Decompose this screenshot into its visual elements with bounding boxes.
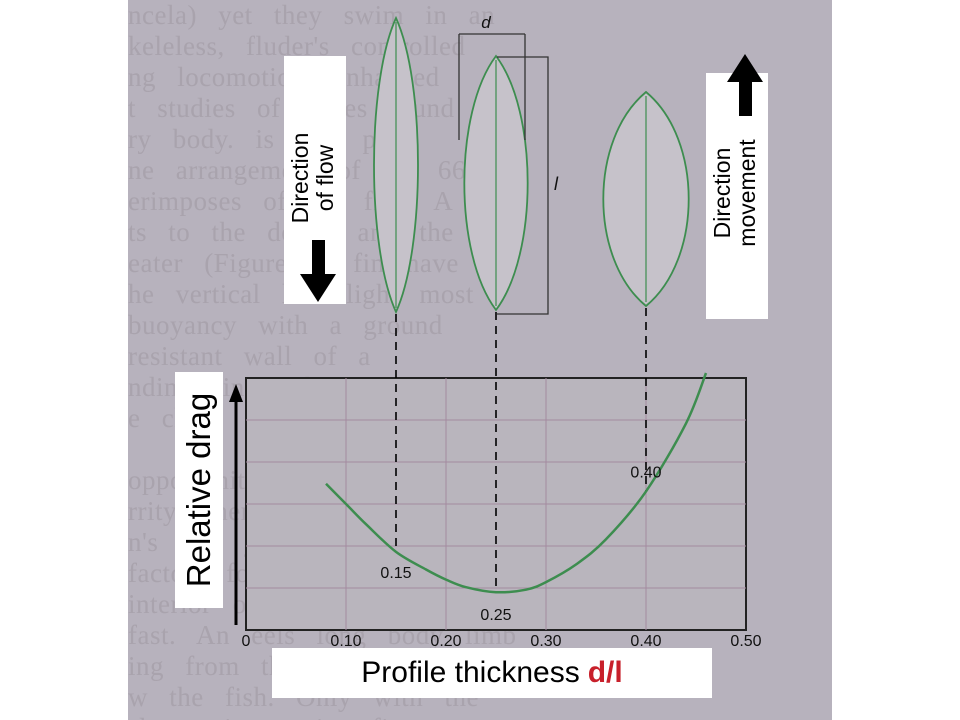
x-tick-label: 0.30 (530, 633, 561, 650)
profile-shapes (373, 15, 690, 315)
x-tick-label: 0.40 (630, 633, 661, 650)
annotations: 0.15 0.25 0.40 (380, 464, 661, 624)
d-bracket (458, 33, 526, 140)
x-tick-label: 0.20 (430, 633, 461, 650)
profile-guide-lines (395, 308, 647, 593)
l-label: l (554, 174, 559, 194)
annotation-label: 0.40 (630, 464, 661, 481)
flow-arrow-icon (300, 240, 336, 302)
x-axis-label: Profile thickness (361, 656, 580, 689)
movement-label-line-1: Direction (709, 147, 735, 239)
x-tick-label: 0.50 (730, 633, 761, 650)
drag-curve (325, 372, 708, 594)
grid (246, 378, 746, 630)
y-axis-arrow (229, 384, 243, 625)
l-bracket (497, 56, 549, 315)
movement-arrow-icon (727, 54, 763, 116)
x-axis-label-box: Profile thickness d/l (272, 648, 712, 698)
x-tick-labels: 0 0.10 0.20 0.30 0.40 0.50 (242, 633, 762, 650)
annotation-label: 0.25 (480, 607, 511, 624)
y-axis-label: Relative drag (180, 392, 217, 588)
annotation-label: 0.15 (380, 565, 411, 582)
d-label: d (481, 13, 491, 32)
movement-label-box (706, 73, 768, 319)
y-axis-label-box (175, 372, 223, 608)
dimension-bracket (458, 33, 549, 315)
x-tick-label: 0 (242, 633, 251, 650)
movement-label: Direction movement (709, 98, 764, 288)
x-axis-label-accent: d/l (587, 656, 623, 689)
drag-curve-group (325, 372, 708, 594)
movement-label-line-2: movement (734, 139, 760, 247)
x-tick-label: 0.10 (330, 633, 361, 650)
